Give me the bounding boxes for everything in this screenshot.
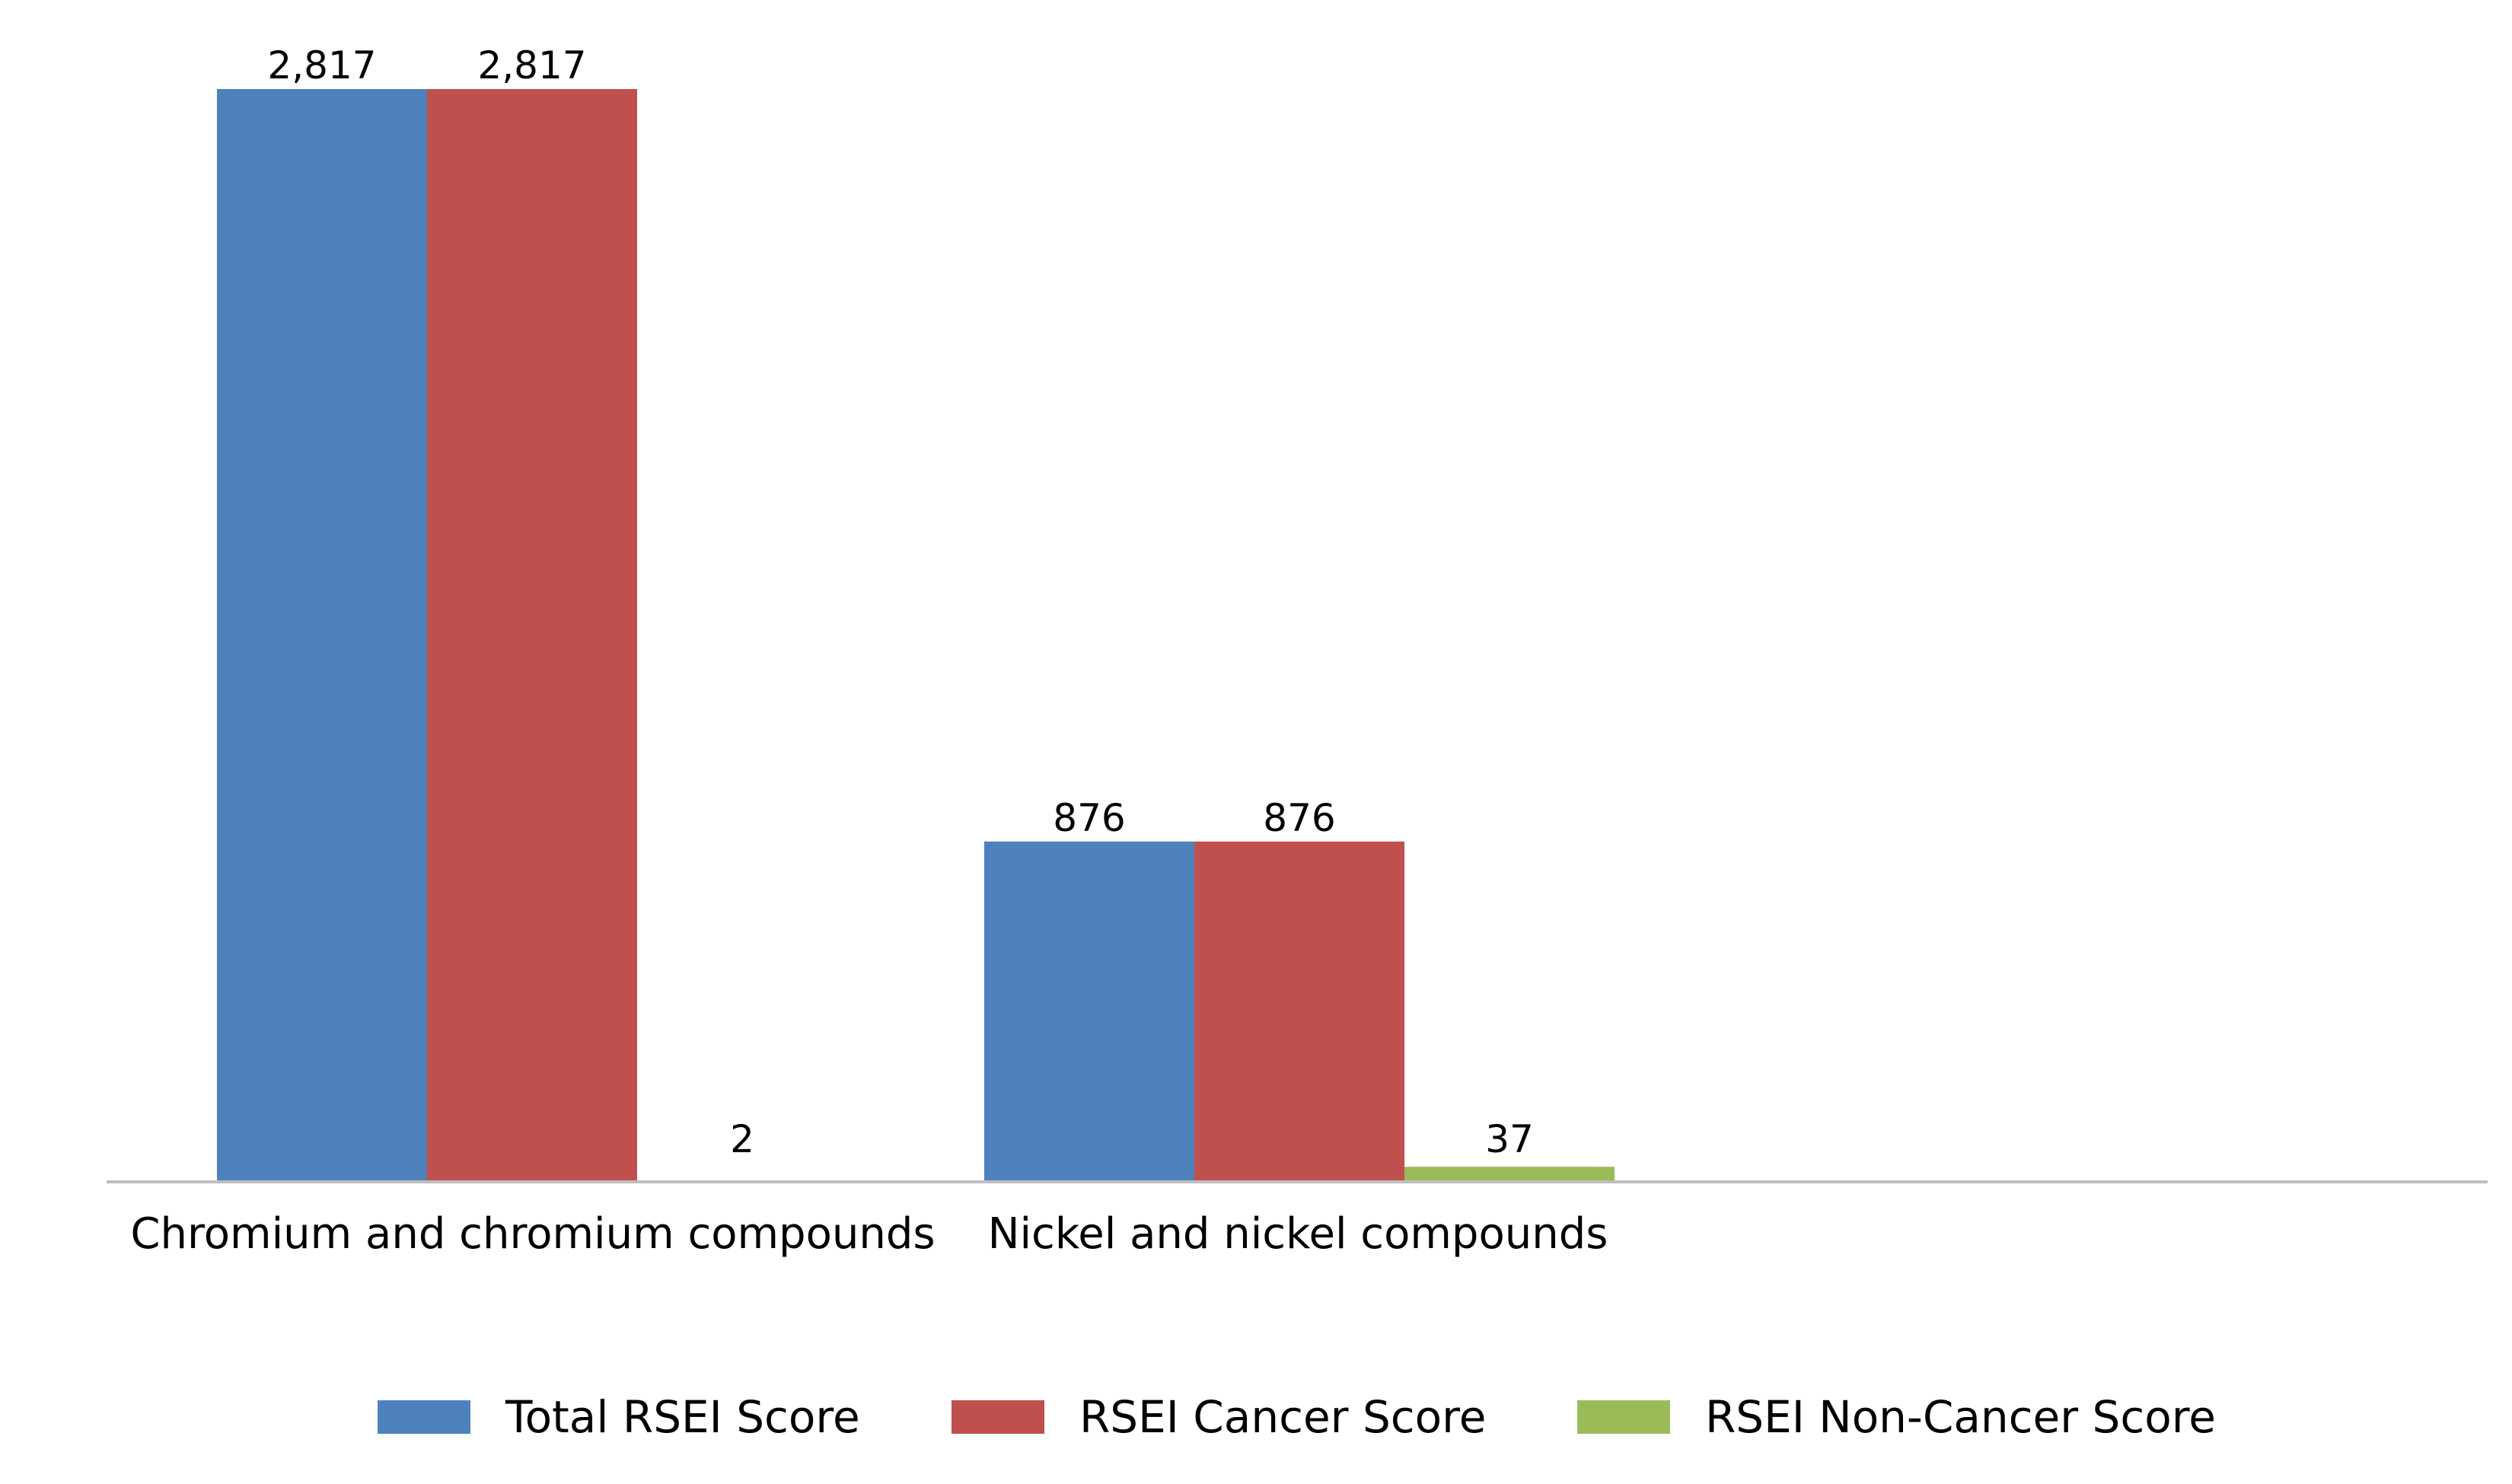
value-labels-group: 2,817 2,817 2 876 876 37 <box>267 43 1533 1161</box>
data-label-2-1: 2,817 <box>477 43 586 88</box>
bar-2-2 <box>1194 841 1404 1181</box>
legend-label-3: RSEI Non-Cancer Score <box>1705 1391 2216 1443</box>
bar-3-2 <box>1404 1167 1615 1181</box>
legend-label-1: Total RSEI Score <box>505 1391 860 1443</box>
data-label-2-2: 876 <box>1263 796 1335 840</box>
data-label-3-2: 37 <box>1485 1117 1534 1161</box>
category-label-2: Nickel and nickel compounds <box>988 1209 1608 1259</box>
category-label-1: Chromium and chromium compounds <box>130 1209 935 1259</box>
data-label-1-2: 876 <box>1053 796 1125 840</box>
bar-1-2 <box>984 841 1194 1181</box>
data-label-3-1: 2 <box>730 1117 754 1161</box>
legend-swatch-3 <box>1577 1400 1670 1434</box>
legend-label-2: RSEI Cancer Score <box>1079 1391 1486 1443</box>
legend-swatch-2 <box>952 1400 1044 1434</box>
bars-group <box>217 89 1615 1181</box>
legend: Total RSEI Score RSEI Cancer Score RSEI No… <box>378 1391 2216 1443</box>
bar-1-1 <box>217 89 427 1181</box>
bar-2-1 <box>427 89 637 1181</box>
legend-swatch-1 <box>378 1400 470 1434</box>
data-label-1-1: 2,817 <box>267 43 376 88</box>
category-labels-group: Chromium and chromium compounds Nickel an… <box>130 1209 1608 1259</box>
